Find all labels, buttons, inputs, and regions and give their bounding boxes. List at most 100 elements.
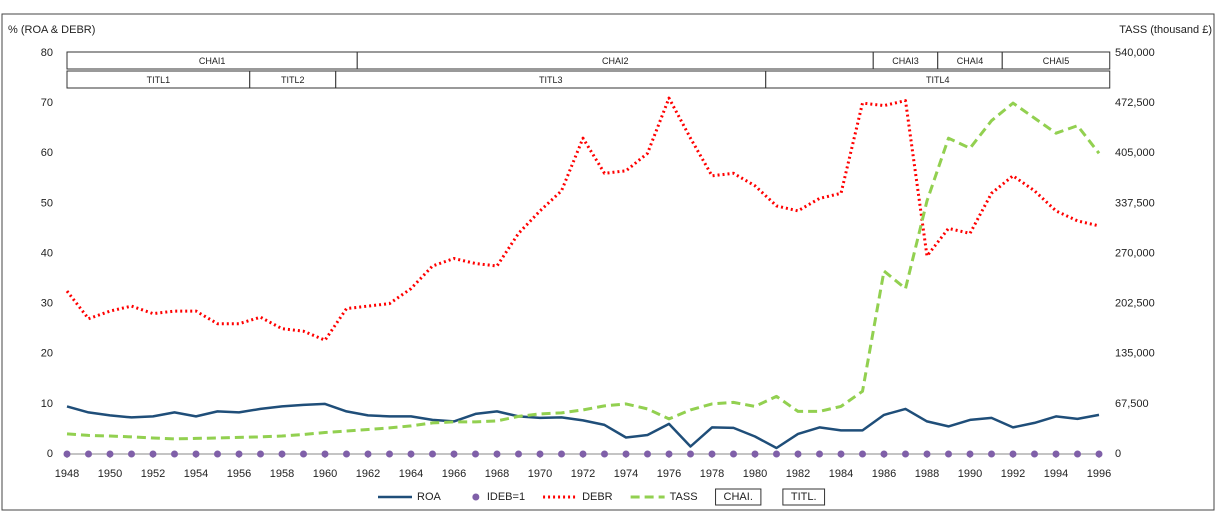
y2-tick-label: 135,000 bbox=[1115, 348, 1155, 360]
regime-label: CHAI3 bbox=[892, 56, 919, 66]
marker bbox=[515, 450, 522, 458]
marker bbox=[966, 450, 974, 458]
marker bbox=[472, 450, 479, 458]
x-tick-label: 1986 bbox=[872, 468, 896, 480]
marker bbox=[106, 450, 114, 458]
x-tick-label: 1954 bbox=[184, 468, 208, 480]
marker bbox=[1074, 450, 1081, 458]
marker bbox=[880, 450, 888, 458]
y2-tick-label: 67,500 bbox=[1115, 398, 1149, 410]
x-tick-label: 1982 bbox=[786, 468, 810, 480]
y-tick-label: 30 bbox=[41, 298, 53, 310]
x-tick-label: 1974 bbox=[614, 468, 638, 480]
marker bbox=[235, 450, 243, 458]
regime-box bbox=[1001, 51, 1111, 70]
marker bbox=[794, 450, 802, 458]
legend-label: IDEB=1 bbox=[487, 491, 525, 503]
y2-axis-label: TASS (thousand £) bbox=[1119, 24, 1212, 36]
marker bbox=[450, 450, 458, 458]
marker bbox=[1052, 450, 1060, 458]
series-line bbox=[65, 96, 1100, 342]
y2-tick-label: 405,000 bbox=[1115, 147, 1155, 159]
legend-label: DEBR bbox=[582, 491, 613, 503]
marker bbox=[214, 450, 221, 458]
marker bbox=[837, 450, 845, 458]
y2-tick-label: 0 bbox=[1115, 448, 1121, 460]
x-tick-label: 1950 bbox=[98, 468, 122, 480]
marker bbox=[816, 450, 823, 458]
y-tick-label: 70 bbox=[41, 97, 53, 109]
x-tick-label: 1992 bbox=[1001, 468, 1025, 480]
marker bbox=[988, 450, 995, 458]
marker bbox=[579, 450, 587, 458]
marker bbox=[536, 450, 544, 458]
regime-box bbox=[765, 70, 1111, 89]
legend-box bbox=[715, 488, 762, 506]
marker bbox=[730, 450, 737, 458]
x-tick-label: 1988 bbox=[915, 468, 939, 480]
x-tick-label: 1984 bbox=[829, 468, 853, 480]
y-tick-label: 50 bbox=[41, 197, 53, 209]
x-tick-label: 1958 bbox=[270, 468, 294, 480]
marker bbox=[923, 450, 931, 458]
marker bbox=[171, 450, 178, 458]
marker bbox=[751, 450, 759, 458]
x-tick-label: 1978 bbox=[700, 468, 724, 480]
x-tick-label: 1994 bbox=[1044, 468, 1068, 480]
x-tick-label: 1968 bbox=[485, 468, 509, 480]
y-tick-label: 20 bbox=[41, 348, 53, 360]
marker bbox=[63, 450, 71, 458]
regime-label: CHAI1 bbox=[199, 56, 226, 66]
y-tick-label: 60 bbox=[41, 147, 53, 159]
marker bbox=[85, 450, 92, 458]
x-tick-label: 1976 bbox=[657, 468, 681, 480]
y-tick-label: 40 bbox=[41, 247, 53, 259]
marker bbox=[364, 450, 372, 458]
marker bbox=[407, 450, 415, 458]
y2-tick-label: 270,000 bbox=[1115, 247, 1155, 259]
marker bbox=[278, 450, 286, 458]
y-axis-label: % (ROA & DEBR) bbox=[8, 24, 95, 36]
legend-label: TASS bbox=[670, 491, 698, 503]
marker bbox=[644, 450, 651, 458]
x-tick-label: 1952 bbox=[141, 468, 165, 480]
y2-tick-label: 337,500 bbox=[1115, 197, 1155, 209]
y-tick-label: 10 bbox=[41, 398, 53, 410]
regime-label: CHAI2 bbox=[602, 56, 629, 66]
regime-label: TITL4 bbox=[926, 75, 950, 85]
marker bbox=[601, 450, 608, 458]
x-tick-label: 1964 bbox=[399, 468, 423, 480]
marker bbox=[558, 450, 565, 458]
x-tick-label: 1996 bbox=[1087, 468, 1111, 480]
series-line bbox=[66, 101, 1101, 441]
marker bbox=[1095, 450, 1103, 458]
y-tick-label: 80 bbox=[41, 47, 53, 59]
marker bbox=[429, 450, 436, 458]
y2-tick-label: 202,500 bbox=[1115, 298, 1155, 310]
legend-label: CHAI. bbox=[724, 491, 753, 503]
x-tick-label: 1990 bbox=[958, 468, 982, 480]
legend-label: TITL. bbox=[791, 491, 817, 503]
marker bbox=[493, 450, 501, 458]
legend-box bbox=[782, 488, 826, 506]
marker bbox=[1031, 450, 1038, 458]
marker bbox=[386, 450, 393, 458]
marker bbox=[192, 450, 200, 458]
marker bbox=[343, 450, 350, 458]
marker bbox=[859, 450, 866, 458]
marker bbox=[300, 450, 307, 458]
regime-label: CHAI5 bbox=[1043, 56, 1070, 66]
x-tick-label: 1956 bbox=[227, 468, 251, 480]
regime-label: TITL2 bbox=[281, 75, 305, 85]
y2-tick-label: 472,500 bbox=[1115, 97, 1155, 109]
series-line bbox=[66, 402, 1100, 450]
y2-tick-label: 540,000 bbox=[1115, 47, 1155, 59]
marker bbox=[708, 450, 716, 458]
regime-label: TITL1 bbox=[147, 75, 171, 85]
marker bbox=[321, 450, 329, 458]
marker bbox=[128, 450, 135, 458]
regime-label: CHAI4 bbox=[957, 56, 984, 66]
marker bbox=[945, 450, 952, 458]
